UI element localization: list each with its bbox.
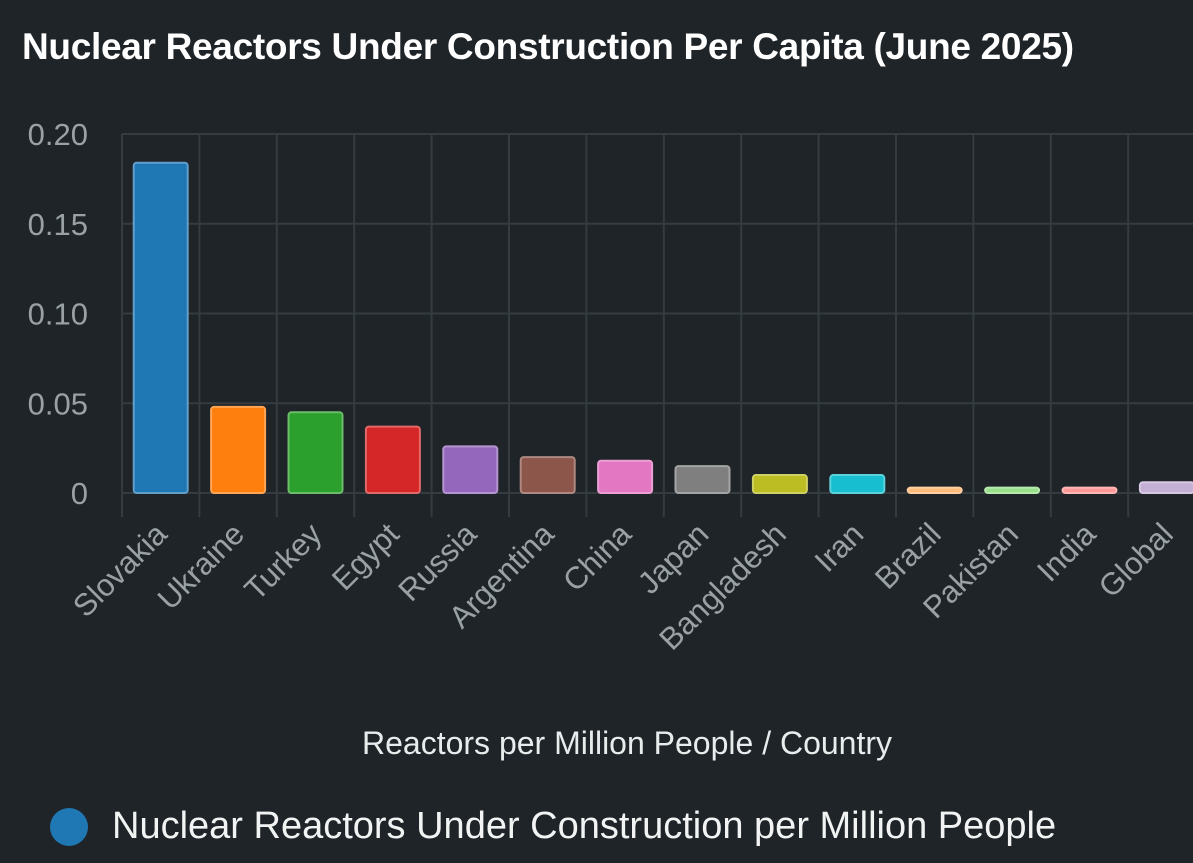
bar-pakistan[interactable] xyxy=(984,486,1041,494)
x-gridlines xyxy=(121,134,1130,517)
bar-iran[interactable] xyxy=(829,474,886,494)
y-axis-ticks: 0.20 0.15 0.10 0.05 0 xyxy=(28,117,88,511)
bar-slovakia[interactable] xyxy=(132,161,189,494)
bar-egypt[interactable] xyxy=(364,425,421,494)
bar-argentina[interactable] xyxy=(519,456,576,495)
chart-title: Nuclear Reactors Under Construction Per … xyxy=(22,26,1074,67)
x-tick-label: China xyxy=(556,516,639,599)
bar-bangladesh[interactable] xyxy=(751,474,808,494)
x-tick-label: Iran xyxy=(808,516,871,579)
bar-ukraine[interactable] xyxy=(210,405,267,494)
bar-global[interactable] xyxy=(1138,481,1193,494)
y-tick-label: 0.20 xyxy=(28,117,88,152)
bar-japan[interactable] xyxy=(674,465,731,495)
legend-label: Nuclear Reactors Under Construction per … xyxy=(112,805,1057,847)
chart-plot-area: 0.20 0.15 0.10 0.05 0 SlovakiaUkraineTurkeyE… xyxy=(28,117,1193,657)
bar-china[interactable] xyxy=(597,459,654,495)
x-tick-label: Global xyxy=(1092,516,1180,604)
legend-swatch xyxy=(50,807,88,846)
y-gridlines xyxy=(122,133,1193,494)
x-tick-label: Slovakia xyxy=(66,516,174,624)
x-tick-label: Ukraine xyxy=(151,516,251,616)
bar-brazil[interactable] xyxy=(906,486,963,494)
bars xyxy=(132,161,1193,495)
x-tick-label: India xyxy=(1030,516,1103,589)
x-axis-title: Reactors per Million People / Country xyxy=(362,725,893,761)
legend[interactable]: Nuclear Reactors Under Construction per … xyxy=(50,805,1056,848)
bar-india[interactable] xyxy=(1061,486,1118,494)
x-tick-label: Turkey xyxy=(238,516,329,607)
x-axis-ticks: SlovakiaUkraineTurkeyEgyptRussiaArgentin… xyxy=(66,516,1180,657)
y-tick-label: 0.15 xyxy=(28,207,88,242)
y-tick-label: 0 xyxy=(71,476,88,511)
y-tick-label: 0.05 xyxy=(28,386,88,421)
bar-turkey[interactable] xyxy=(287,411,344,495)
bar-russia[interactable] xyxy=(442,445,499,494)
y-tick-label: 0.10 xyxy=(28,297,88,332)
